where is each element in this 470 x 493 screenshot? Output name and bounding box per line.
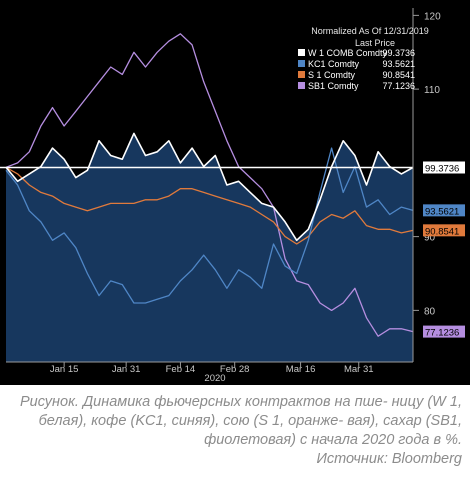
legend-value-4: 77.1236 xyxy=(382,81,415,91)
legend-swatch-1 xyxy=(298,49,305,56)
x-tick-label-5: Mar 31 xyxy=(344,364,374,375)
caption-line-3: вая), сахар (SB1, фиолетовая) с начала 2… xyxy=(204,413,462,448)
series-line-1 xyxy=(5,132,414,242)
legend-swatch-3 xyxy=(298,71,305,78)
x-tick-label-2: Feb 14 xyxy=(166,364,196,375)
legend-swatch-4 xyxy=(298,82,305,89)
caption-source: Источник: Bloomberg xyxy=(316,451,462,467)
series-line-3 xyxy=(5,166,414,245)
y-tick-label-3: 80 xyxy=(424,306,436,317)
last-value-box-2 xyxy=(423,204,465,217)
last-value-label-4: 77.1236 xyxy=(425,328,459,339)
legend-value-3: 90.8541 xyxy=(382,70,415,80)
last-value-box-3 xyxy=(423,224,465,237)
last-value-box-4 xyxy=(423,325,465,338)
chart-frame: 120 110 90 80 Jan 15 Jan 31 Feb 14 Feb 28 Mar 16… xyxy=(0,0,470,385)
x-tick-label-1: Jan 31 xyxy=(112,364,141,375)
last-value-box-1 xyxy=(423,161,465,174)
legend-name-1: W 1 COMB Comdty xyxy=(308,48,388,58)
figure-caption: Рисунок. Динамика фьючерсных контрактов … xyxy=(8,393,462,469)
area-fill-wheat xyxy=(6,133,413,362)
caption-line-2: ницу (W 1, белая), кофе (KC1, синяя), со… xyxy=(38,394,462,429)
chart-svg: 120 110 90 80 Jan 15 Jan 31 Feb 14 Feb 28 Mar 16… xyxy=(0,8,465,384)
legend-name-4: SB1 Comdty xyxy=(308,81,359,91)
last-value-label-2: 93.5621 xyxy=(425,206,459,217)
y-tick-label-0: 120 xyxy=(424,11,441,22)
x-year-label: 2020 xyxy=(204,373,225,384)
legend-title: Normalized As Of 12/31/2019 xyxy=(311,26,429,36)
legend-value-2: 93.5621 xyxy=(382,59,415,69)
legend-subtitle: Last Price xyxy=(355,38,395,48)
last-value-label-1: 99.3736 xyxy=(425,163,459,174)
legend-value-1: 99.3736 xyxy=(382,48,415,58)
y-tick-label-1: 110 xyxy=(424,85,440,96)
legend-swatch-2 xyxy=(298,60,305,67)
x-tick-label-4: Mar 16 xyxy=(286,364,316,375)
legend-name-2: KC1 Comdty xyxy=(308,59,360,69)
last-value-label-3: 90.8541 xyxy=(425,226,459,237)
series-line-4 xyxy=(5,33,414,337)
legend-name-3: S 1 Comdty xyxy=(308,70,356,80)
caption-line-1: Рисунок. Динамика фьючерсных контрактов … xyxy=(19,394,388,410)
x-tick-label-0: Jan 15 xyxy=(50,364,79,375)
series-line-2 xyxy=(5,147,414,304)
y-tick-label-2: 90 xyxy=(424,233,436,244)
x-tick-label-3: Feb 28 xyxy=(220,364,250,375)
